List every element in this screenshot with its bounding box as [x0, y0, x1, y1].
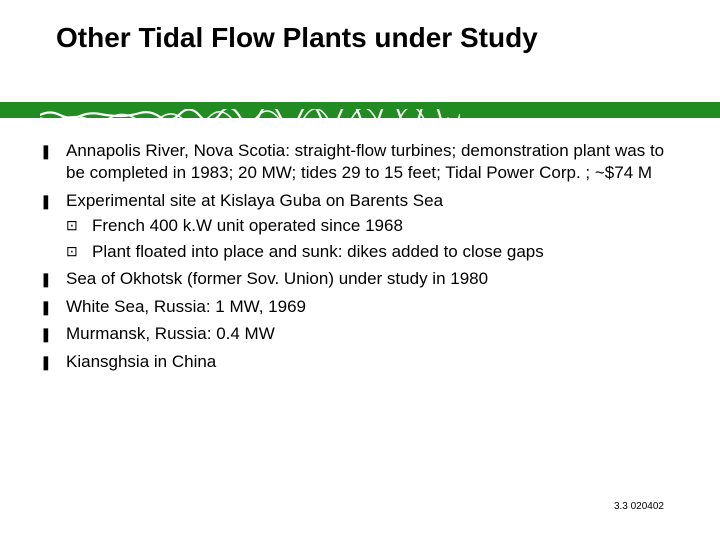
slide-footer: 3.3 020402 — [614, 501, 664, 512]
bullet-marker-icon: ❚ — [40, 298, 52, 316]
list-item: ❚ Sea of Okhotsk (former Sov. Union) und… — [40, 268, 680, 290]
list-item: ❚ White Sea, Russia: 1 MW, 1969 — [40, 296, 680, 318]
bullet-marker-icon: ❚ — [40, 142, 52, 160]
sub-list-item-text: Plant floated into place and sunk: dikes… — [92, 242, 544, 261]
list-item-text: Kiansghsia in China — [66, 352, 216, 371]
list-item-text: White Sea, Russia: 1 MW, 1969 — [66, 297, 306, 316]
list-item-text: Experimental site at Kislaya Guba on Bar… — [66, 191, 443, 210]
sub-bullet-marker-icon: ⊡ — [66, 242, 78, 260]
list-item-text: Murmansk, Russia: 0.4 MW — [66, 324, 275, 343]
sub-list-item: ⊡ French 400 k.W unit operated since 196… — [66, 215, 680, 237]
list-item: ❚ Kiansghsia in China — [40, 351, 680, 373]
bullet-marker-icon: ❚ — [40, 325, 52, 343]
title-divider — [0, 100, 720, 122]
slide-title: Other Tidal Flow Plants under Study — [56, 22, 680, 54]
list-item: ❚ Annapolis River, Nova Scotia: straight… — [40, 140, 680, 185]
sub-list-item-text: French 400 k.W unit operated since 1968 — [92, 216, 403, 235]
bullet-marker-icon: ❚ — [40, 192, 52, 210]
divider-bar — [0, 102, 720, 118]
list-item-text: Annapolis River, Nova Scotia: straight-f… — [66, 141, 664, 182]
slide: Other Tidal Flow Plants under Study ❚ An… — [0, 0, 720, 540]
sub-list-item: ⊡ Plant floated into place and sunk: dik… — [66, 241, 680, 263]
bullet-list: ❚ Annapolis River, Nova Scotia: straight… — [40, 140, 680, 373]
sub-bullet-marker-icon: ⊡ — [66, 216, 78, 234]
list-item: ❚ Experimental site at Kislaya Guba on B… — [40, 190, 680, 263]
content-area: ❚ Annapolis River, Nova Scotia: straight… — [40, 140, 680, 378]
sub-list: ⊡ French 400 k.W unit operated since 196… — [66, 215, 680, 263]
list-item: ❚ Murmansk, Russia: 0.4 MW — [40, 323, 680, 345]
bullet-marker-icon: ❚ — [40, 353, 52, 371]
list-item-text: Sea of Okhotsk (former Sov. Union) under… — [66, 269, 488, 288]
bullet-marker-icon: ❚ — [40, 270, 52, 288]
